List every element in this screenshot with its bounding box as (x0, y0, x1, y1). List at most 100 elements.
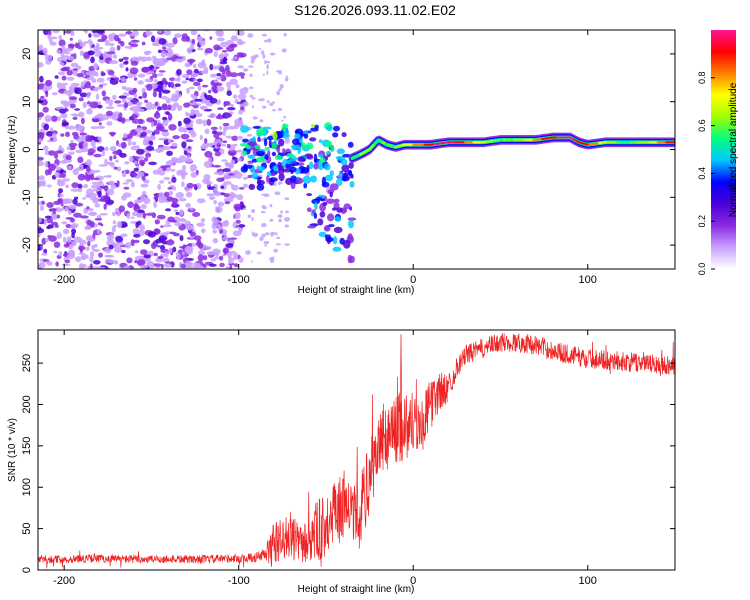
spectrogram-cell (65, 217, 74, 220)
spectrogram-cell (46, 202, 54, 208)
spectrogram-cell (251, 216, 254, 222)
spectrogram-cell (126, 138, 132, 143)
spectrogram-cell (220, 41, 228, 48)
spectrogram-cell (86, 206, 90, 210)
spectrogram-cell (225, 113, 229, 119)
spectrogram-cell (156, 106, 162, 111)
spectrogram-cell (110, 77, 115, 81)
spectrogram-cell (168, 190, 174, 196)
spectrogram-cell (276, 70, 281, 73)
spectrogram-cell (252, 116, 258, 120)
spectrogram-cell (150, 35, 156, 43)
spectrogram-cell (192, 104, 199, 109)
spectrogram-cell (59, 160, 68, 164)
spectrogram-cell (185, 202, 191, 208)
spectrogram-cell (38, 141, 42, 145)
spectrogram-cell (70, 30, 75, 36)
spectrogram-cell (204, 245, 212, 250)
spectrogram-cell (238, 224, 246, 228)
spectrogram-cell (162, 165, 171, 168)
spectrogram-cell (128, 89, 137, 96)
spectrogram-cell (326, 125, 333, 132)
spectrogram-cell (202, 119, 207, 127)
spectrogram-cell (116, 212, 121, 217)
spectrogram-cell (64, 259, 71, 264)
spectrogram-cell (306, 193, 313, 197)
spectrogram-cell (73, 72, 78, 77)
spectrogram-cell (91, 181, 100, 185)
spectrogram-cell (114, 100, 122, 104)
spectrogram-cell (228, 239, 235, 244)
spectrogram-cell (184, 245, 194, 253)
spectrogram-cell (159, 180, 165, 184)
spectrogram-cell (51, 115, 58, 122)
spectrogram-cell (38, 175, 45, 181)
spectrogram-cell (149, 64, 155, 70)
spectrogram-cell (78, 97, 84, 102)
spectrogram-cell (144, 78, 153, 83)
spectrogram-cell (150, 121, 155, 128)
spectrogram-cell (137, 73, 146, 78)
spectrogram-cell (153, 79, 158, 83)
spectrogram-cell (171, 93, 180, 101)
spectrogram-cell (213, 199, 217, 205)
spectrogram-cell (324, 163, 331, 171)
spectrogram-cell (336, 156, 346, 162)
snr-background (38, 330, 675, 570)
spectrogram-cell (126, 97, 134, 101)
spectrogram-cell (85, 246, 90, 251)
spectrogram-cell (186, 113, 193, 116)
spectrogram-cell (230, 197, 234, 203)
spectrogram-cell (227, 125, 236, 130)
spectrogram-cell (176, 68, 182, 76)
spectrogram-cell (69, 37, 73, 41)
spectrogram-cell (246, 133, 253, 137)
spectrogram-cell (204, 128, 210, 134)
spectrogram-cell (212, 191, 222, 197)
spectrogram-cell (121, 85, 127, 90)
spectrogram-cell (60, 112, 68, 119)
spectrogram-cell (325, 151, 331, 155)
spectrogram-cell (183, 127, 188, 133)
spectrogram-cell (58, 35, 62, 40)
spectrogram-cell (252, 125, 261, 129)
spectrogram-cell (116, 221, 123, 229)
spectrogram-cell (104, 247, 112, 254)
spectrogram-cell (106, 188, 115, 196)
spectrogram-cell (157, 183, 161, 191)
spectrogram-cell (109, 146, 117, 152)
snr-y-axis: 0 50 100 150 200 250 (21, 354, 675, 573)
spectrogram-cell (257, 178, 261, 186)
spectrogram-cell (238, 187, 245, 190)
spectrogram-cell (249, 73, 253, 78)
spectrogram-cell (42, 106, 49, 113)
spectrogram-cell (116, 45, 121, 51)
spectrogram-cell (181, 73, 190, 79)
spectrogram-cell (275, 232, 278, 236)
spectrogram-cell (277, 130, 284, 139)
spectrogram-cell (90, 140, 96, 147)
spectrogram-cell (81, 255, 86, 261)
spectrogram-cell (279, 84, 284, 89)
spectrogram-cell (347, 141, 354, 148)
spectrogram-cell (278, 218, 282, 223)
spectrogram-cell (164, 191, 170, 198)
spectrogram-cell (326, 198, 335, 204)
spectrogram-cell (71, 232, 75, 239)
spectrogram-cell (190, 43, 195, 50)
spectrogram-cell (74, 42, 79, 49)
spectrogram-cell (271, 151, 277, 157)
spectrogram-cell (69, 225, 78, 229)
spectrogram-cell (284, 216, 290, 222)
spectrogram-cell (74, 108, 81, 111)
spectrogram-cell (281, 119, 284, 122)
spectrogram-cell (68, 244, 74, 250)
spectrogram-cell (269, 52, 276, 56)
spectrogram-cell (329, 183, 339, 191)
spectrogram-cell (68, 204, 77, 210)
spectrogram-cell (350, 173, 354, 179)
spectrogram-cell (79, 92, 88, 98)
spectrogram-cell (120, 40, 125, 47)
spectrogram-cell (80, 81, 85, 88)
spectrogram-cell (163, 176, 171, 181)
